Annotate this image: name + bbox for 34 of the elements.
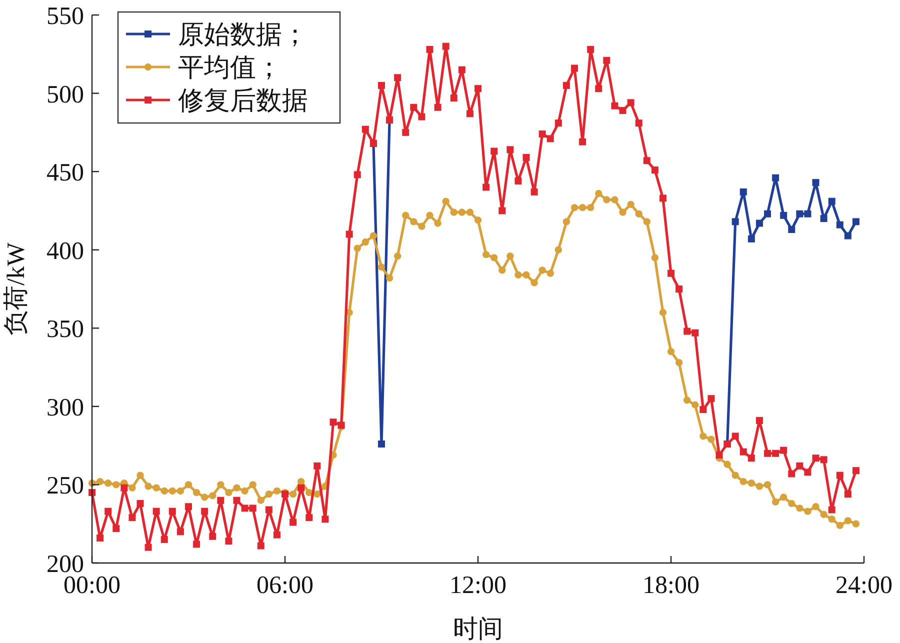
point: [740, 188, 747, 196]
x-tick-label: 24:00: [836, 572, 892, 599]
point: [378, 440, 385, 448]
point: [844, 232, 852, 240]
y-tick-label: 450: [46, 160, 84, 187]
point: [756, 220, 763, 227]
y-tick-label: 550: [46, 3, 84, 30]
y-tick-label: 350: [46, 316, 84, 344]
legend-label: 修复后数据: [178, 86, 308, 115]
x-tick-label: 12:00: [450, 572, 506, 599]
point: [804, 210, 812, 218]
x-tick-label: 00:00: [64, 572, 120, 599]
y-tick-label: 250: [46, 472, 84, 500]
legend-label: 原始数据；: [178, 20, 308, 49]
point: [836, 221, 844, 228]
point: [796, 210, 804, 218]
x-tick-label: 06:00: [256, 572, 314, 599]
legend-label: 平均值；: [178, 53, 282, 82]
x-axis-title: 时间: [453, 616, 503, 643]
point: [764, 210, 771, 218]
y-tick-label: 400: [46, 238, 84, 265]
point: [820, 215, 828, 222]
y-tick-label: 500: [46, 81, 84, 108]
point: [788, 226, 796, 234]
point: [852, 218, 860, 226]
point: [772, 174, 780, 182]
point: [812, 179, 820, 186]
x-tick-label: 18:00: [642, 572, 700, 599]
y-tick-label: 300: [46, 394, 84, 422]
point: [828, 198, 836, 205]
point: [732, 218, 739, 226]
point: [748, 235, 755, 242]
y-axis-title: 负荷/kW: [3, 242, 30, 336]
point: [780, 212, 788, 219]
